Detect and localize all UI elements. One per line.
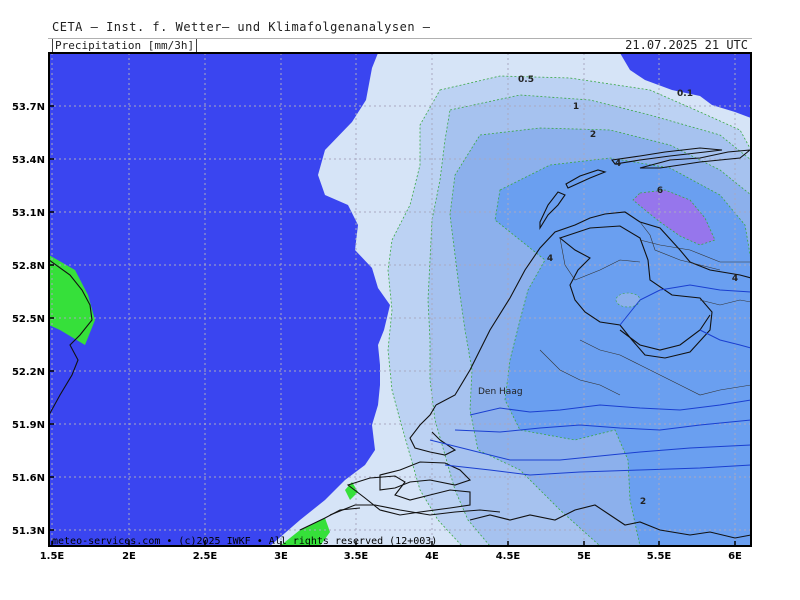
y-tick-label: 51.3N	[12, 526, 45, 537]
contour-label: 6	[657, 186, 663, 196]
land-no-precip-south	[280, 518, 330, 546]
contour-label: 2	[590, 130, 596, 140]
y-tick-label: 52.5N	[12, 314, 45, 325]
contour-label: 2	[640, 497, 646, 507]
land-no-precip-west	[49, 255, 95, 345]
sea-area	[49, 53, 390, 546]
sea-area-north	[620, 53, 751, 118]
city-label-den-haag: Den Haag	[478, 387, 523, 397]
rivers	[429, 284, 751, 476]
gridlines	[49, 53, 751, 546]
contour-label: 0.1	[677, 89, 693, 99]
land-no-precip-southeast	[345, 482, 358, 500]
y-tick-label: 52.8N	[12, 261, 45, 272]
y-tick-label: 53.1N	[12, 208, 45, 219]
y-axis-ticks: 53.7N 53.4N 53.1N 52.8N 52.5N 52.2N 51.9N 51.6N…	[12, 102, 54, 537]
y-tick-label: 51.9N	[12, 420, 45, 431]
y-tick-label: 52.2N	[12, 367, 45, 378]
contour-label: 4	[547, 254, 553, 264]
x-tick-label: 2.5E	[193, 551, 218, 562]
contour-label: 4	[732, 274, 738, 284]
x-axis-ticks: 1.5E 2E 2.5E 3E 3.5E 4E 4.5E 5E 5.5E 6E	[40, 541, 742, 562]
contour-label: 4	[615, 159, 621, 169]
contour-label: 0.5	[518, 75, 534, 85]
contour-label: 1	[573, 102, 579, 112]
chart-title: CETA — Inst. f. Wetter— und Klimafolgena…	[52, 20, 431, 34]
copyright-credit: meteo-services.com • (c)2025 IWKF • All …	[52, 536, 437, 547]
x-tick-label: 2E	[122, 551, 136, 562]
precip-band-4	[494, 157, 751, 546]
province-borders	[539, 221, 751, 396]
coastlines	[49, 147, 751, 539]
y-tick-label: 53.4N	[12, 155, 45, 166]
subheader-bar: Precipitation [mm/3h] 21.07.2025 21 UTC	[48, 38, 752, 53]
x-tick-label: 3E	[274, 551, 288, 562]
precip-band-6	[632, 189, 716, 246]
y-tick-label: 53.7N	[12, 102, 45, 113]
x-tick-label: 1.5E	[40, 551, 65, 562]
x-tick-label: 6E	[728, 551, 742, 562]
y-tick-label: 51.6N	[12, 473, 45, 484]
map-area: 0.5 1 2 4 6 0.1 4 4 2 Den Haag	[49, 53, 751, 546]
x-tick-label: 5E	[577, 551, 591, 562]
x-tick-label: 4E	[425, 551, 439, 562]
valid-time: 21.07.2025 21 UTC	[625, 38, 748, 52]
x-tick-label: 3.5E	[344, 551, 369, 562]
x-tick-label: 4.5E	[496, 551, 521, 562]
map-frame	[48, 52, 752, 547]
x-tick-label: 5.5E	[647, 551, 672, 562]
contour-labels: 0.5 1 2 4 6 0.1 4 4 2	[518, 75, 738, 507]
